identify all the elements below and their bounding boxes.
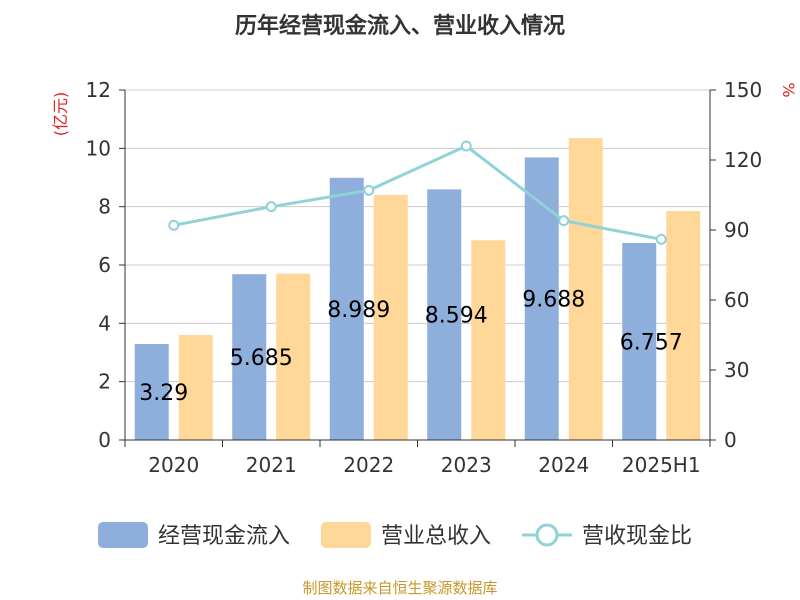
left-tick-label: 6 (98, 253, 111, 277)
x-tick-label: 2020 (148, 453, 199, 477)
bar-cash-inflow (622, 242, 657, 440)
ratio-point (363, 184, 375, 196)
x-tick-label: 2024 (538, 453, 589, 477)
x-tick-label: 2025H1 (622, 453, 701, 477)
legend-marker-ratio (535, 523, 559, 547)
left-tick-label: 2 (98, 370, 111, 394)
data-label-cash-inflow: 9.688 (522, 288, 585, 313)
legend-label-revenue: 营业总收入 (381, 524, 491, 549)
source-note: 制图数据来自恒生聚源数据库 (302, 579, 497, 597)
ratio-line (168, 140, 667, 245)
legend: 经营现金流入 营业总收入 营收现金比 (98, 522, 692, 549)
bar-cash-inflow (329, 177, 364, 440)
bar-revenue (471, 240, 506, 440)
grid-lines (125, 89, 710, 383)
x-tick-label: 2021 (246, 453, 297, 477)
chart-title: 历年经营现金流入、营业收入情况 (235, 13, 565, 39)
ratio-line-path (173, 144, 662, 241)
legend-swatch-revenue (321, 522, 371, 548)
bar-cash-inflow (232, 274, 267, 440)
left-axis: 0 2 4 6 8 10 12 (86, 78, 126, 452)
legend-item-revenue[interactable]: 营业总收入 (321, 522, 491, 549)
ratio-point (558, 215, 570, 227)
ratio-point (655, 233, 667, 245)
ratio-point (168, 219, 180, 231)
bar-revenue (568, 138, 603, 440)
data-label-cash-inflow: 5.685 (230, 346, 293, 371)
ratio-point (460, 140, 472, 152)
data-label-cash-inflow: 8.989 (327, 298, 390, 323)
bar-cash-inflow (427, 189, 462, 440)
legend-label-ratio: 营收现金比 (582, 524, 692, 549)
data-labels: 3.29 5.685 8.989 8.594 9.688 6.757 (139, 288, 682, 406)
legend-label-cash-inflow: 经营现金流入 (158, 524, 290, 549)
right-axis-unit: % (779, 82, 798, 97)
right-tick-label: 0 (724, 428, 737, 452)
bars (134, 138, 701, 440)
legend-swatch-cash-inflow (98, 522, 148, 548)
ratio-point (265, 201, 277, 213)
bar-cash-inflow (134, 344, 169, 440)
bar-revenue (276, 273, 311, 440)
x-tick-label: 2022 (343, 453, 394, 477)
left-axis-unit: (亿元) (51, 92, 70, 137)
right-axis: 0 30 60 90 120 150 (709, 78, 762, 452)
left-tick-label: 12 (86, 78, 111, 102)
right-tick-label: 120 (724, 148, 762, 172)
bar-revenue (178, 335, 213, 440)
left-tick-label: 0 (98, 428, 111, 452)
x-tick-label: 2023 (441, 453, 492, 477)
left-tick-label: 4 (98, 311, 111, 335)
bar-revenue (373, 195, 408, 440)
right-tick-label: 60 (724, 288, 749, 312)
right-tick-label: 30 (724, 358, 749, 382)
data-label-cash-inflow: 8.594 (425, 304, 488, 329)
bar-revenue (666, 211, 701, 440)
legend-item-ratio[interactable]: 营收现金比 (522, 523, 692, 549)
data-label-cash-inflow: 3.29 (139, 381, 188, 406)
data-label-cash-inflow: 6.757 (620, 330, 683, 355)
legend-item-cash-inflow[interactable]: 经营现金流入 (98, 522, 290, 549)
right-tick-label: 150 (724, 78, 762, 102)
left-tick-label: 10 (86, 136, 111, 160)
right-tick-label: 90 (724, 218, 749, 242)
x-axis: 2020 2021 2022 2023 2024 2025H1 (124, 439, 711, 477)
left-tick-label: 8 (98, 195, 111, 219)
